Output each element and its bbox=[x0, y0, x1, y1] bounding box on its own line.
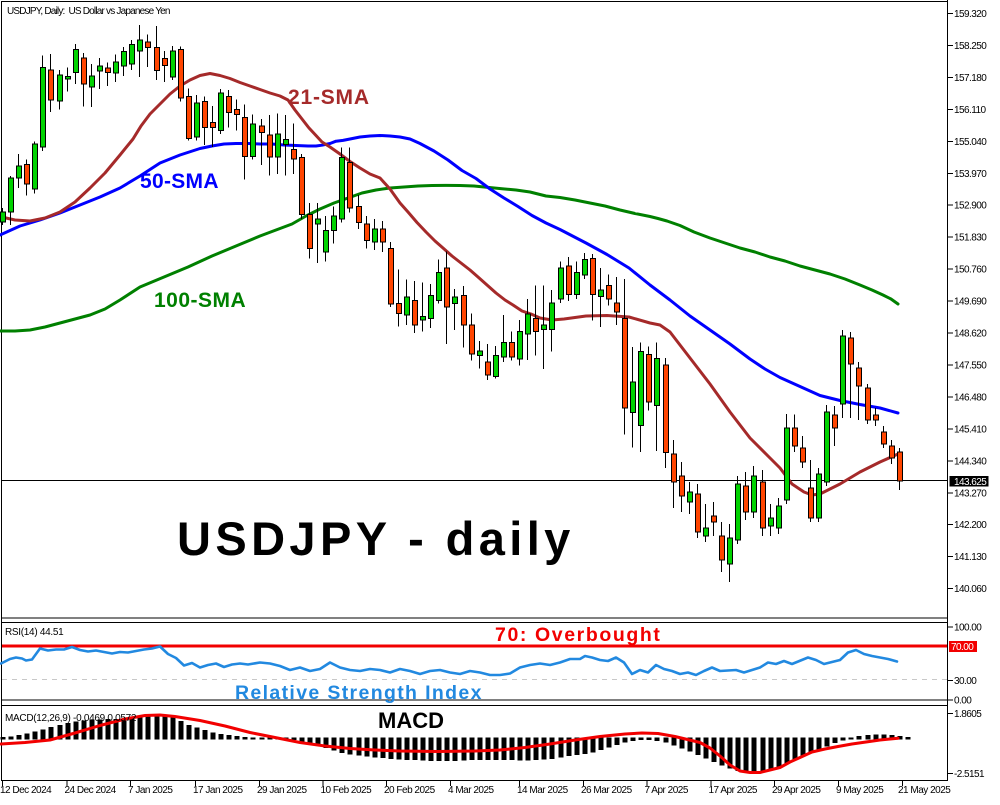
svg-text:142.200: 142.200 bbox=[954, 520, 987, 531]
svg-text:159.320: 159.320 bbox=[954, 9, 987, 20]
svg-text:7 Jan 2025: 7 Jan 2025 bbox=[128, 785, 173, 796]
svg-text:140.060: 140.060 bbox=[954, 584, 987, 595]
svg-text:149.690: 149.690 bbox=[954, 297, 987, 308]
svg-text:151.830: 151.830 bbox=[954, 233, 987, 244]
svg-text:9 May 2025: 9 May 2025 bbox=[836, 785, 884, 796]
svg-text:14 Mar 2025: 14 Mar 2025 bbox=[517, 785, 569, 796]
svg-text:100.00: 100.00 bbox=[954, 623, 982, 634]
svg-text:157.180: 157.180 bbox=[954, 73, 987, 84]
svg-text:4 Mar 2025: 4 Mar 2025 bbox=[448, 785, 495, 796]
svg-text:144.340: 144.340 bbox=[954, 456, 987, 467]
svg-text:USDJPY, Daily: US Dollar vs J: USDJPY, Daily: US Dollar vs Japanese Yen bbox=[7, 6, 170, 17]
svg-text:50-SMA: 50-SMA bbox=[140, 170, 219, 193]
svg-text:143.625: 143.625 bbox=[954, 477, 987, 488]
svg-text:17 Jan 2025: 17 Jan 2025 bbox=[193, 785, 243, 796]
svg-text:17 Apr 2025: 17 Apr 2025 bbox=[709, 785, 758, 796]
svg-text:10 Feb 2025: 10 Feb 2025 bbox=[321, 785, 373, 796]
svg-text:153.970: 153.970 bbox=[954, 169, 987, 180]
svg-text:147.550: 147.550 bbox=[954, 360, 987, 371]
svg-text:MACD(12,26,9) -0.0469 0.0572: MACD(12,26,9) -0.0469 0.0572 bbox=[5, 713, 137, 724]
svg-text:12 Dec 2024: 12 Dec 2024 bbox=[0, 785, 52, 796]
svg-text:21-SMA: 21-SMA bbox=[288, 86, 370, 109]
svg-text:156.110: 156.110 bbox=[954, 105, 987, 116]
svg-text:70: Overbought: 70: Overbought bbox=[495, 624, 662, 646]
svg-text:100-SMA: 100-SMA bbox=[154, 289, 246, 312]
svg-text:RSI(14) 44.51: RSI(14) 44.51 bbox=[5, 627, 64, 638]
svg-text:1.8605: 1.8605 bbox=[954, 709, 982, 720]
svg-text:Relative Strength Index: Relative Strength Index bbox=[235, 682, 483, 704]
svg-text:146.480: 146.480 bbox=[954, 392, 987, 403]
svg-text:7 Apr 2025: 7 Apr 2025 bbox=[645, 785, 689, 796]
svg-text:70.00: 70.00 bbox=[951, 642, 974, 653]
svg-text:21 May 2025: 21 May 2025 bbox=[898, 785, 951, 796]
svg-text:29 Jan 2025: 29 Jan 2025 bbox=[257, 785, 307, 796]
svg-text:29 Apr 2025: 29 Apr 2025 bbox=[772, 785, 821, 796]
svg-text:26 Mar 2025: 26 Mar 2025 bbox=[581, 785, 633, 796]
svg-text:0.00: 0.00 bbox=[954, 696, 972, 707]
svg-text:141.130: 141.130 bbox=[954, 552, 987, 563]
svg-text:MACD: MACD bbox=[378, 708, 444, 733]
svg-text:155.040: 155.040 bbox=[954, 137, 987, 148]
svg-text:148.620: 148.620 bbox=[954, 329, 987, 340]
svg-text:143.270: 143.270 bbox=[954, 488, 987, 499]
svg-text:20 Feb 2025: 20 Feb 2025 bbox=[384, 785, 436, 796]
svg-text:152.900: 152.900 bbox=[954, 201, 987, 212]
svg-text:24 Dec 2024: 24 Dec 2024 bbox=[65, 785, 117, 796]
svg-text:150.760: 150.760 bbox=[954, 265, 987, 276]
svg-text:145.410: 145.410 bbox=[954, 424, 987, 435]
svg-text:USDJPY - daily: USDJPY - daily bbox=[177, 512, 575, 565]
svg-text:30.00: 30.00 bbox=[954, 676, 977, 687]
svg-text:158.250: 158.250 bbox=[954, 41, 987, 52]
svg-text:-2.5151: -2.5151 bbox=[954, 769, 985, 780]
